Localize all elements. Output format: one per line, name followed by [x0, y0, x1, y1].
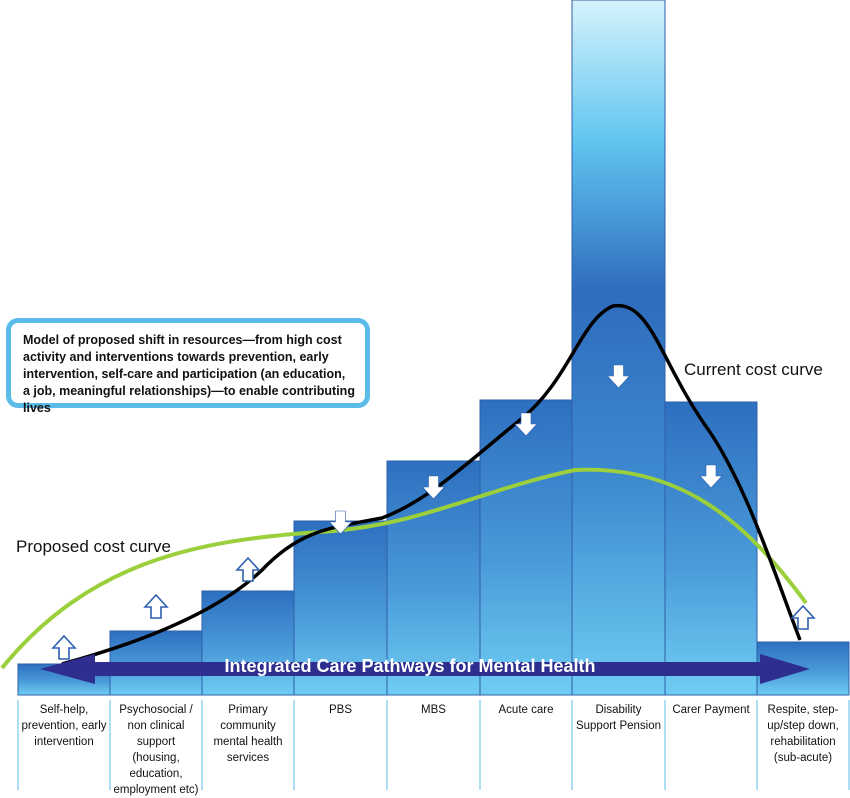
category-label-mbs: MBS [421, 704, 446, 716]
category-label-primary-community: Primary community mental health services [213, 704, 283, 764]
category-label-carer-payment: Carer Payment [672, 704, 750, 716]
pathway-band [40, 654, 810, 684]
category-label-acute-care: Acute care [498, 704, 554, 716]
down-arrow-icon [514, 412, 538, 437]
category-label-pbs: PBS [328, 704, 352, 716]
category-label-respite: Respite, step-up/step down, rehabilitati… [767, 704, 839, 764]
category-label-self-help: Self-help, prevention, early interventio… [21, 704, 107, 748]
bar-3 [201, 590, 295, 696]
bar-6 [479, 399, 573, 696]
up-arrow-icon [143, 593, 169, 619]
down-arrow-icon [606, 364, 631, 389]
category-label-psychosocial: Psychosocial / non clinical support (hou… [113, 704, 199, 796]
up-arrow-icon [51, 634, 77, 660]
current-cost-curve-label: Current cost curve [684, 360, 823, 379]
up-arrow-icon [235, 556, 261, 582]
proposed-cost-curve-label: Proposed cost curve [16, 537, 171, 556]
current-cost-curve [61, 303, 802, 666]
explanation-note: Model of proposed shift in resources—fro… [6, 318, 370, 415]
bar-8 [664, 401, 758, 696]
shift-arrows [51, 364, 816, 660]
label-dividers [17, 700, 850, 790]
category-label-disability-support-pension: Disability Support Pension [575, 704, 662, 732]
pathway-label: Integrated Care Pathways for Mental Heal… [224, 656, 596, 676]
down-arrow-icon [421, 475, 446, 500]
down-arrow-icon [328, 510, 353, 535]
proposed-cost-curve [0, 467, 808, 670]
bar-7 [571, 0, 666, 696]
up-arrow-icon [790, 604, 816, 630]
down-arrow-icon [699, 464, 723, 489]
